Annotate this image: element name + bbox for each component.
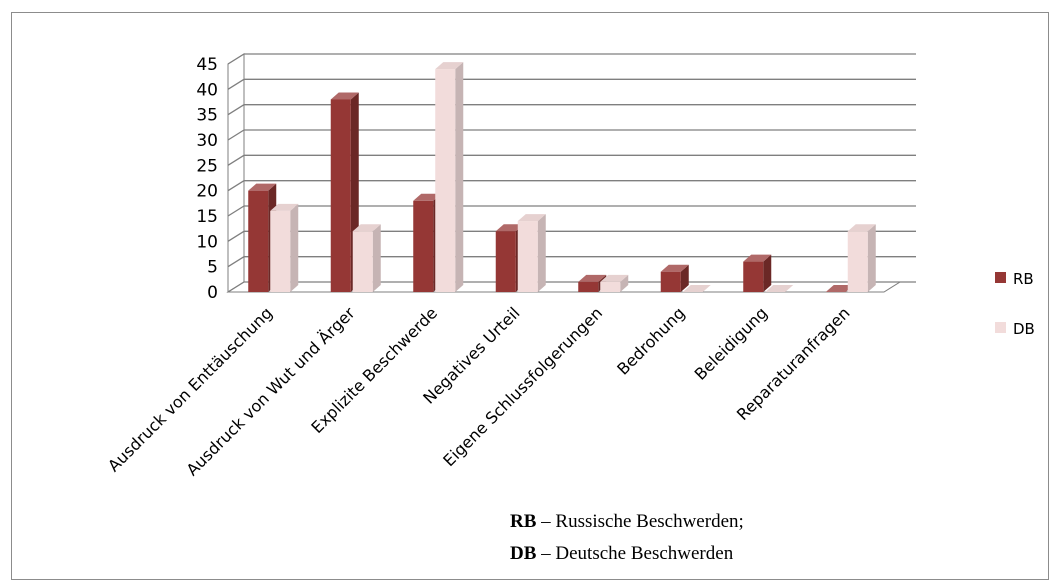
gridline — [227, 205, 916, 217]
bar-rb-7 — [743, 254, 772, 292]
gridline — [227, 53, 916, 65]
x-tick-label: Beleidigung — [691, 303, 771, 383]
bar-front — [330, 99, 351, 292]
abbreviation-note-line-2: DB – Deutsche Beschwerden — [510, 543, 733, 565]
x-tick-label: Ausdruck von Enttäuschung — [104, 303, 276, 475]
bar-top — [682, 285, 711, 292]
bar-rb-8 — [825, 285, 854, 292]
bar-db-4 — [517, 214, 546, 292]
bar-top — [825, 285, 854, 292]
bar-top — [743, 254, 772, 262]
bars — [248, 62, 876, 292]
gridlines — [227, 53, 916, 293]
bar-side — [290, 203, 299, 292]
x-tick-label: Eigene Schlussfolgerungen — [439, 303, 606, 470]
bar-side — [620, 274, 629, 292]
bar-top — [578, 274, 607, 282]
bar-front — [352, 231, 373, 292]
note-abbr-rb: RB — [510, 511, 537, 532]
y-tick-label: 0 — [207, 283, 218, 303]
bar-top — [435, 62, 464, 70]
bar-db-7 — [765, 285, 794, 292]
bar-front — [660, 271, 681, 292]
chart-walls — [226, 53, 902, 293]
legend: RB DB — [995, 270, 1035, 338]
gridline — [227, 180, 916, 192]
gridline — [227, 230, 916, 242]
legend-swatch-rb — [995, 272, 1006, 283]
y-tick-label: 30 — [196, 131, 218, 151]
legend-label-db: DB — [1013, 320, 1035, 338]
gridline — [227, 104, 916, 116]
bar-side — [372, 224, 381, 292]
bar-top — [660, 264, 689, 272]
bar-side — [680, 264, 689, 292]
bar-top — [847, 224, 876, 232]
legend-label-rb: RB — [1013, 270, 1034, 288]
floor — [226, 281, 902, 293]
y-tick-label: 20 — [196, 182, 218, 202]
bar-side — [763, 254, 772, 292]
bar-top — [517, 214, 546, 222]
y-axis-ticks: 0 5 10 15 20 25 30 35 40 45 — [196, 55, 218, 303]
bar-side — [537, 214, 546, 292]
bar-db-8 — [847, 224, 876, 292]
bar-front — [847, 231, 868, 292]
y-tick-label: 35 — [196, 106, 218, 126]
bar-rb-6 — [660, 264, 689, 292]
x-tick-label: Bedrohung — [613, 303, 688, 378]
note-abbr-db: DB — [510, 543, 537, 564]
bar-db-2 — [352, 224, 381, 292]
bar-front — [578, 281, 599, 292]
bar-top — [413, 193, 442, 201]
bar-front — [270, 210, 291, 292]
bar-front — [517, 221, 538, 292]
bar-db-1 — [270, 203, 299, 292]
y-tick-label: 15 — [196, 207, 218, 227]
bar-front — [600, 281, 621, 292]
bar-side — [867, 224, 876, 292]
bar-db-3 — [435, 62, 464, 292]
note-text-db: – Deutsche Beschwerden — [536, 543, 734, 564]
bar-top — [330, 92, 359, 100]
bar-db-5 — [600, 274, 629, 292]
bar-top — [600, 274, 629, 282]
y-tick-label: 40 — [196, 80, 218, 100]
y-tick-label: 45 — [196, 55, 218, 75]
legend-swatch-db — [995, 322, 1006, 333]
side-wall — [227, 53, 245, 293]
bar-top — [765, 285, 794, 292]
y-tick-label: 5 — [207, 258, 218, 278]
gridline — [227, 78, 916, 90]
bar-front — [413, 200, 434, 292]
gridline — [227, 154, 916, 166]
bar-top — [495, 224, 524, 232]
bar-top — [270, 203, 299, 211]
bar-top — [248, 183, 277, 191]
note-text-rb: – Russische Beschwerden; — [536, 511, 744, 532]
bar-front — [248, 190, 269, 292]
gridline — [227, 256, 916, 268]
abbreviation-note-line-1: RB – Russische Beschwerden; — [510, 511, 744, 533]
bar-front — [743, 261, 764, 292]
gridline — [227, 129, 916, 141]
bar-top — [352, 224, 381, 232]
x-tick-label: Ausdruck von Wut und Ärger — [182, 303, 358, 479]
y-tick-label: 10 — [196, 232, 218, 252]
bar-front — [495, 231, 516, 292]
y-tick-label: 25 — [196, 156, 218, 176]
gridline — [227, 281, 916, 293]
bar-front — [435, 69, 456, 292]
bar-db-6 — [682, 285, 711, 292]
bar-side — [455, 62, 464, 292]
bar-rb-2 — [330, 92, 359, 292]
chart-frame — [11, 12, 1049, 580]
